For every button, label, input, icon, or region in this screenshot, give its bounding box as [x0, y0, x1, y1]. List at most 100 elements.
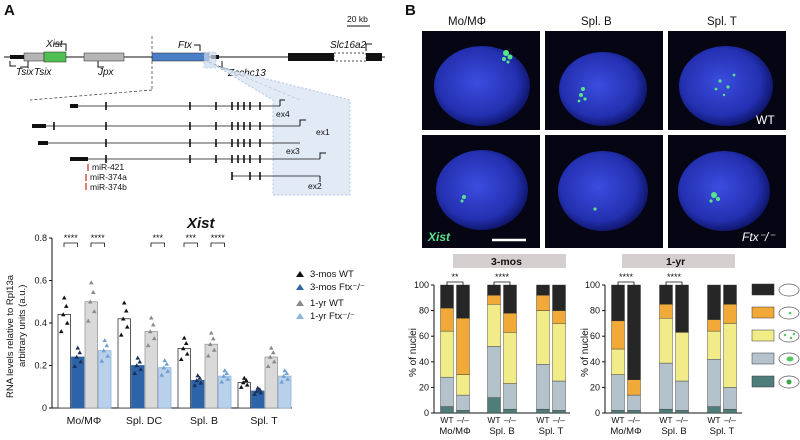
data-point	[224, 371, 230, 376]
y-tick-label: 0.4	[34, 318, 47, 328]
panel-b-letter: B	[405, 2, 416, 19]
stacked-segment	[611, 410, 625, 414]
genomic-locus: Xist Tsix Tsix Jpx Ftx Zcchc13 Slc16a2	[4, 39, 385, 79]
data-point	[255, 385, 261, 390]
legend-label-3mos-ko: 3-mos Ftx⁻/⁻	[310, 282, 365, 293]
data-point	[85, 318, 91, 323]
bar	[144, 331, 158, 409]
stacked-segment	[440, 307, 454, 332]
data-point	[243, 378, 249, 383]
data-point	[105, 353, 111, 358]
data-point	[238, 384, 244, 389]
data-point	[281, 373, 287, 378]
stacked-segment	[707, 359, 721, 407]
data-point	[132, 370, 138, 375]
data-point	[63, 303, 69, 308]
stacked-segment	[440, 330, 454, 378]
stacked-segment	[456, 318, 470, 375]
significance-mark: ****	[619, 272, 634, 282]
data-point	[120, 316, 126, 321]
data-point	[137, 359, 143, 364]
stacked-segment	[627, 410, 641, 414]
stacked-segment	[659, 284, 673, 305]
data-point	[285, 376, 291, 381]
x-tick-label: WT	[659, 415, 672, 425]
stacked-segment	[456, 284, 470, 319]
image-splt-wt: WT	[668, 31, 786, 130]
y-axis-label-1yr: % of nuclei	[580, 328, 591, 377]
legend-swatch	[751, 352, 775, 365]
image-mo-ko: Xist	[422, 135, 540, 248]
y-tick-label: 60	[590, 331, 600, 341]
data-point	[194, 378, 200, 383]
stacked-segment	[675, 410, 689, 414]
significance-bracket	[446, 281, 464, 286]
stacked-segment	[611, 284, 625, 322]
bar	[131, 365, 145, 409]
image-mo-wt	[422, 31, 540, 130]
data-point	[87, 299, 93, 304]
y-tick-label: 0	[424, 408, 429, 418]
stacked-segment	[440, 284, 454, 309]
y-axis-label-3mos: % of nuclei	[408, 328, 419, 377]
stacked-segment	[723, 387, 737, 410]
gene-label-jpx: Jpx	[97, 67, 115, 78]
stacked-segment	[707, 284, 721, 320]
data-point	[252, 391, 258, 396]
data-point	[225, 376, 231, 381]
stacked-segment	[723, 408, 737, 414]
legend-nucleus-icon	[778, 375, 800, 389]
bar	[71, 356, 85, 409]
legend-marker-1yr-ko	[296, 313, 304, 319]
data-point	[138, 367, 144, 372]
data-point	[270, 350, 276, 355]
data-point	[135, 355, 141, 360]
bar	[98, 350, 112, 409]
y-tick-label: 80	[590, 306, 600, 316]
banner-3mos-label: 3-mos	[491, 256, 522, 268]
transcripts: ex4 ex1 ex3	[32, 99, 330, 192]
data-point	[210, 336, 216, 341]
x-group-label: Mo/MΦ	[439, 426, 471, 437]
stacked-segment	[723, 284, 737, 305]
data-point	[124, 324, 130, 329]
data-point	[178, 357, 184, 362]
column-title-mo: Mo/MΦ	[448, 16, 486, 28]
stacked-segment	[503, 284, 517, 314]
gene-label-xist: Xist	[45, 39, 64, 50]
legend-marker-1yr-wt	[296, 300, 304, 306]
y-tick-label: 60	[419, 331, 429, 341]
data-point	[208, 330, 214, 335]
y-axis-label-1: RNA levels relative to Rpl13a	[5, 274, 16, 398]
data-point	[74, 354, 80, 359]
chart-legend: 3-mos WT 3-mos Ftx⁻/⁻ 1-yr WT 1-yr Ftx⁻/…	[296, 269, 365, 322]
legend-dot	[789, 336, 793, 340]
data-point	[162, 358, 168, 363]
data-point	[104, 343, 110, 348]
legend-swatch	[751, 375, 775, 388]
significance-bracket	[90, 242, 105, 247]
x-group-label: Spl. B	[489, 426, 514, 437]
x-tick-label: WT	[536, 415, 549, 425]
data-point	[184, 351, 190, 356]
stacked-segment	[627, 379, 641, 396]
stacked-segment	[487, 304, 501, 347]
significance-mark: ****	[667, 272, 682, 282]
stacked-segment	[552, 310, 566, 324]
x-tick-label: –/–	[628, 415, 640, 425]
x-category-label: Mo/MΦ	[67, 415, 102, 427]
data-point	[150, 322, 156, 327]
x-category-label: Spl. DC	[126, 415, 163, 427]
significance-bracket	[665, 281, 683, 286]
data-point	[145, 343, 151, 348]
data-point	[205, 353, 211, 358]
data-point	[222, 368, 228, 373]
y-tick-label: 0	[42, 403, 47, 413]
x-tick-label: –/–	[504, 415, 516, 425]
stacked-segment	[536, 284, 550, 296]
stacked-segment	[707, 330, 721, 360]
legend-marker-3mos-wt	[296, 271, 304, 277]
exon-label-ex1: ex1	[316, 127, 330, 137]
